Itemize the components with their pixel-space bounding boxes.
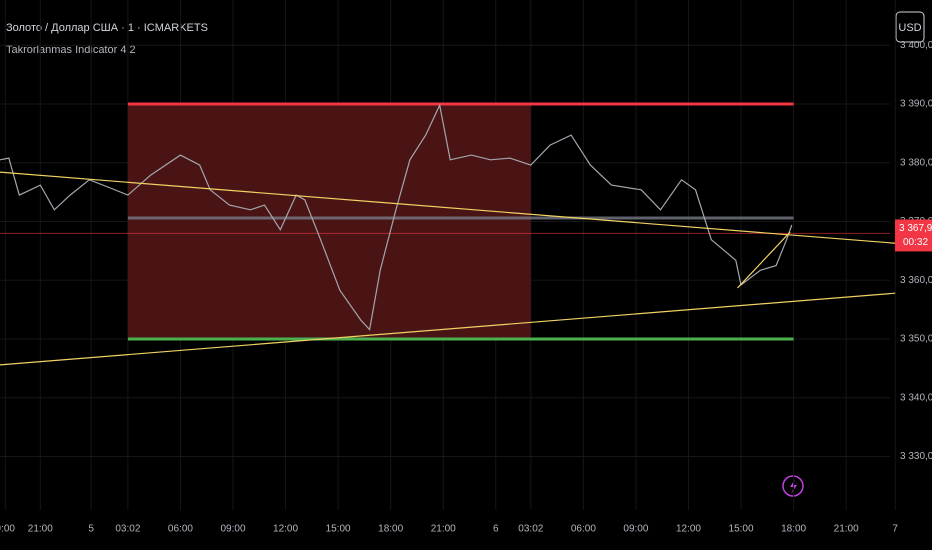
x-tick-label: 09:00	[220, 524, 245, 535]
x-tick-label: 21:00	[28, 524, 53, 535]
currency-button[interactable]	[895, 11, 925, 43]
x-tick-label: 12:00	[273, 524, 298, 535]
currency-label: USD	[898, 22, 921, 34]
y-tick-label: 3 390,00	[900, 99, 932, 110]
y-tick-label: 3 340,00	[900, 392, 932, 403]
x-tick-label: 06:00	[168, 524, 193, 535]
trend-line	[0, 292, 896, 366]
price-badge-label: 3 367,97	[899, 223, 932, 234]
price-badge	[895, 219, 932, 252]
x-tick-label: 6	[493, 524, 499, 535]
indicator-name: Takrorlanmas Indicator 4.2	[6, 44, 136, 56]
x-tick-label: 03:02	[115, 524, 140, 535]
price-line	[0, 103, 793, 331]
chart-title: Золото / Доллар США · 1 · ICMARKETS	[6, 22, 208, 34]
trend-line	[737, 231, 791, 289]
x-tick-label: 9:00	[0, 524, 15, 535]
x-tick-label: 12:00	[676, 524, 701, 535]
y-tick-label: 3 360,00	[900, 275, 932, 286]
x-tick-label: 18:00	[781, 524, 806, 535]
zone	[127, 103, 531, 340]
y-tick-label: 3 330,00	[900, 451, 932, 462]
x-tick-label: 21:00	[834, 524, 859, 535]
y-tick-label: 3 400,00	[900, 40, 932, 51]
trend-line	[0, 171, 896, 244]
y-tick-label: 3 350,00	[900, 334, 932, 345]
x-tick-label: 15:00	[729, 524, 754, 535]
x-tick-label: 15:00	[326, 524, 351, 535]
x-tick-label: 18:00	[378, 524, 403, 535]
countdown: 00:32	[903, 237, 928, 248]
x-tick-label: 03:02	[518, 524, 543, 535]
x-tick-label: 21:00	[431, 524, 456, 535]
x-tick-label: 06:00	[571, 524, 596, 535]
x-tick-label: 5	[88, 524, 94, 535]
y-tick-label: 3 380,00	[900, 157, 932, 168]
x-tick-label: 09:00	[623, 524, 648, 535]
x-tick-label: 7	[892, 524, 898, 535]
event-icon[interactable]	[782, 475, 804, 497]
